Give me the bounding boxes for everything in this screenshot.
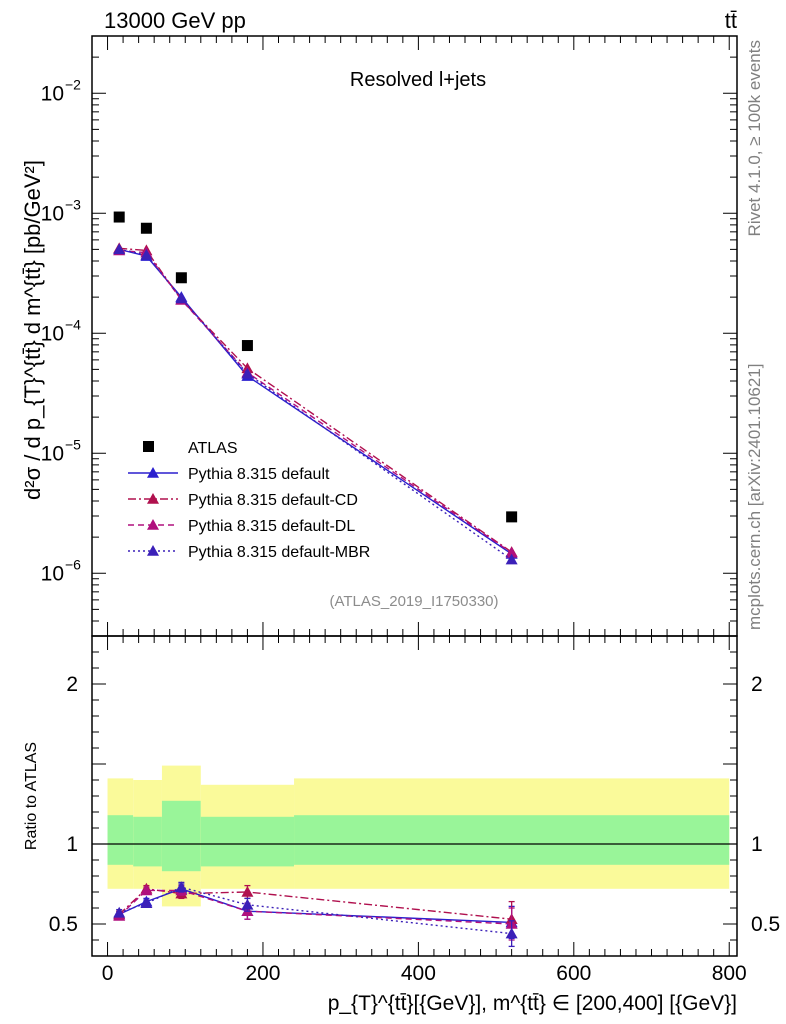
ratio-point-mbr [241, 898, 254, 910]
ratio-point-cd [241, 886, 254, 897]
legend-marker-dl [147, 519, 159, 530]
point-mbr [505, 553, 518, 565]
x-tick-label: 200 [245, 962, 280, 985]
y-tick-label: 10 [41, 202, 64, 225]
point-mbr [241, 367, 254, 379]
legend-marker-default [147, 467, 159, 478]
point-atlas [506, 511, 518, 523]
ratio-point-mbr [175, 881, 188, 892]
ratio-y-tick-label: 2 [66, 673, 78, 696]
main-y-axis-label: d²σ / d p_{T}^{tt̄} d m^{tt̄} [pb/GeV²] [20, 160, 45, 500]
y-tick-label: 10 [41, 442, 64, 465]
uncertainty-band-inner [107, 815, 134, 865]
point-atlas [140, 222, 152, 234]
legend-label-mbr: Pythia 8.315 default-MBR [188, 544, 370, 561]
uncertainty-band-inner [161, 800, 201, 872]
x-tick-label: 400 [401, 962, 436, 985]
legend-label-dl: Pythia 8.315 default-DL [188, 518, 355, 535]
y-tick-exponent: −6 [65, 556, 81, 572]
legend: ATLAS Pythia 8.315 default Pythia 8.315 de… [128, 440, 370, 561]
reference-label: (ATLAS_2019_I1750330) [329, 593, 498, 610]
main-panel: 10−210−310−410−510−6 Resolved l+jets (AT… [20, 35, 738, 637]
uncertainty-band-inner [200, 816, 295, 867]
y-tick-label: 10 [41, 322, 64, 345]
process-label: tt̄ [725, 8, 737, 33]
main-title: Resolved l+jets [350, 69, 486, 91]
ratio-y-tick-label: 0.5 [49, 913, 78, 936]
rivet-label: Rivet 4.1.0, ≥ 100k events [745, 40, 764, 236]
series-line-dl [119, 249, 513, 554]
uncertainty-band-inner [294, 815, 730, 865]
mcplots-label: mcplots.cern.ch [arXiv:2401.10621] [745, 364, 764, 630]
y-tick-exponent: −4 [65, 316, 81, 332]
y-tick-exponent: −2 [65, 76, 81, 92]
x-axis-label: p_{T}^{tt̄}[{GeV}], m^{tt̄} ∈ [200,400] … [328, 992, 737, 1015]
y-tick-label: 10 [41, 562, 64, 585]
ratio-y-tick-label: 1 [66, 833, 78, 856]
ratio-y-tick-label-right: 0.5 [751, 913, 780, 936]
uncertainty-band-inner [133, 816, 162, 867]
legend-label-default: Pythia 8.315 default [188, 466, 330, 483]
x-tick-label: 600 [556, 962, 591, 985]
ratio-panel: 0.5 0.5 1 1 2 2 0 200 400 600 800 Ratio to ATLAS p… [23, 635, 780, 1015]
legend-marker-atlas [143, 441, 154, 452]
point-atlas [113, 211, 125, 223]
y-tick-exponent: −5 [65, 436, 81, 452]
energy-label: 13000 GeV pp [104, 8, 246, 33]
ratio-frame [91, 635, 738, 957]
point-mbr [140, 248, 153, 260]
point-atlas [241, 340, 253, 352]
legend-label-atlas: ATLAS [188, 440, 238, 457]
legend-label-cd: Pythia 8.315 default-CD [188, 492, 358, 509]
ratio-point-mbr [113, 906, 126, 918]
legend-marker-cd [147, 493, 159, 504]
y-tick-label: 10 [41, 82, 64, 105]
ratio-point-mbr [505, 927, 518, 939]
ratio-point-mbr [140, 897, 153, 908]
ratio-y-tick-label-right: 1 [751, 833, 763, 856]
point-dl [505, 546, 518, 558]
ratio-y-tick-label-right: 2 [751, 673, 763, 696]
ratio-y-axis-label: Ratio to ATLAS [23, 742, 40, 850]
ratio-line-cd [118, 888, 512, 920]
point-mbr [175, 292, 188, 304]
y-tick-exponent: −3 [65, 196, 81, 212]
point-mbr [113, 243, 126, 255]
x-tick-label: 0 [102, 962, 114, 985]
series-line-mbr [119, 248, 513, 561]
ratio-point-dl [140, 884, 153, 896]
x-tick-label: 800 [712, 962, 747, 985]
point-atlas [175, 272, 187, 284]
legend-marker-mbr [147, 545, 159, 556]
